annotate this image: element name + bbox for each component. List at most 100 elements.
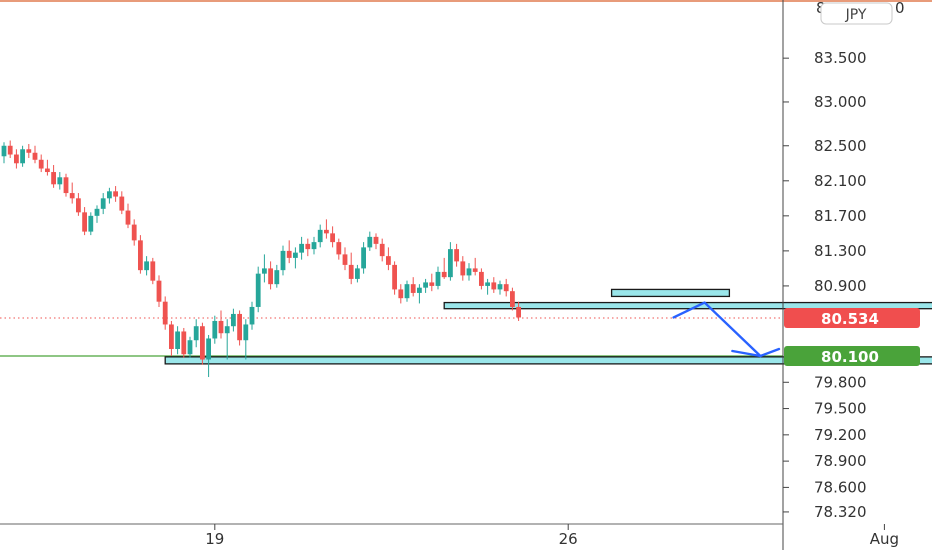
candle-body <box>63 177 69 194</box>
candle-body <box>348 264 354 279</box>
candle-body <box>460 261 466 276</box>
candle <box>237 310 242 346</box>
y-tick-label: 82.500 <box>814 137 867 155</box>
candle <box>305 238 311 257</box>
candle <box>510 287 515 311</box>
zone-rect-1[interactable] <box>164 356 932 365</box>
candle <box>367 231 373 251</box>
candle-body <box>299 243 304 253</box>
candle-body <box>423 282 428 288</box>
candle <box>187 336 193 358</box>
candle <box>472 257 478 276</box>
candle-body <box>187 340 193 355</box>
candle-body <box>324 229 329 234</box>
candle-body <box>45 168 50 173</box>
top-tick-fragment-right: 0 <box>895 0 905 17</box>
candle-body <box>262 268 267 274</box>
candle <box>373 233 379 250</box>
candle <box>392 261 397 295</box>
candle <box>479 268 484 290</box>
candle-body <box>38 159 44 169</box>
candle-body <box>479 271 484 286</box>
candle-body <box>131 224 137 241</box>
candle-body <box>355 268 360 279</box>
zone-rect-3[interactable] <box>610 288 731 298</box>
candle-body <box>193 326 199 341</box>
candle <box>63 173 69 197</box>
candle-body <box>466 268 472 276</box>
candle <box>293 247 298 269</box>
y-tick-label: 81.700 <box>814 207 867 225</box>
candle-body <box>441 271 447 278</box>
currency-badge[interactable] <box>820 2 893 25</box>
candle-body <box>119 196 125 211</box>
candle-body <box>243 324 249 341</box>
candle <box>69 182 75 204</box>
candle <box>119 191 125 215</box>
candle <box>497 280 503 295</box>
candle <box>224 319 230 360</box>
time-axis[interactable]: 1926Aug9 <box>205 524 932 548</box>
forecast-arrow-path[interactable] <box>672 301 781 358</box>
candle <box>144 256 149 276</box>
price-tags: 80.534 80.100 <box>784 307 920 366</box>
current-price-tag-label: 80.534 <box>821 310 879 328</box>
current-price-tag[interactable] <box>784 307 920 328</box>
candle-body <box>417 287 422 293</box>
candlesticks <box>1 140 521 378</box>
candle-body <box>386 256 391 265</box>
candle <box>330 226 335 248</box>
candle-body <box>218 320 224 334</box>
candle-body <box>169 324 174 349</box>
price-axis[interactable]: 83.500 83.000 82.500 82.100 81.700 81.300 80.9… <box>783 49 867 521</box>
candle-body <box>255 273 261 307</box>
y-tick-label: 83.000 <box>814 93 867 111</box>
candle <box>82 207 87 236</box>
candle-body <box>212 320 218 339</box>
candle <box>441 257 447 279</box>
candle-body <box>88 215 94 232</box>
candle <box>243 319 249 360</box>
candle <box>1 142 7 164</box>
candle <box>218 310 224 339</box>
candle-body <box>398 289 404 299</box>
candle <box>88 212 94 236</box>
y-tick-label: 79.200 <box>814 426 867 444</box>
support-price-tag[interactable] <box>784 346 920 366</box>
candle <box>274 264 280 288</box>
candle <box>51 165 56 188</box>
candle <box>454 243 459 267</box>
candle-body <box>367 236 373 248</box>
candle <box>404 280 410 302</box>
candle-body <box>510 291 515 307</box>
candle <box>200 322 205 365</box>
x-tick-label: 26 <box>559 530 578 548</box>
candle-body <box>14 154 19 164</box>
candle <box>175 326 180 355</box>
candle-body <box>268 268 273 285</box>
candle <box>206 334 211 378</box>
candle <box>423 278 428 293</box>
candle-body <box>237 313 242 341</box>
candle-body <box>330 233 335 243</box>
candle-body <box>156 280 162 302</box>
candle-body <box>82 212 87 232</box>
candle <box>410 277 416 297</box>
forecast-arrow[interactable] <box>672 301 781 358</box>
y-tick-label: 78.900 <box>814 452 867 470</box>
candle <box>491 277 497 293</box>
candle-body <box>76 198 81 213</box>
zone-rectangles[interactable] <box>164 288 932 365</box>
candle <box>348 252 354 285</box>
candle-body <box>138 240 143 271</box>
candle-body <box>392 264 397 290</box>
zone-rect-2[interactable] <box>443 301 932 310</box>
candle <box>503 278 509 297</box>
candle <box>429 273 435 292</box>
candle-body <box>113 191 118 197</box>
candle-body <box>503 284 509 292</box>
y-tick-label: 78.320 <box>814 503 867 521</box>
candle <box>466 263 472 281</box>
candle-body <box>516 306 521 318</box>
